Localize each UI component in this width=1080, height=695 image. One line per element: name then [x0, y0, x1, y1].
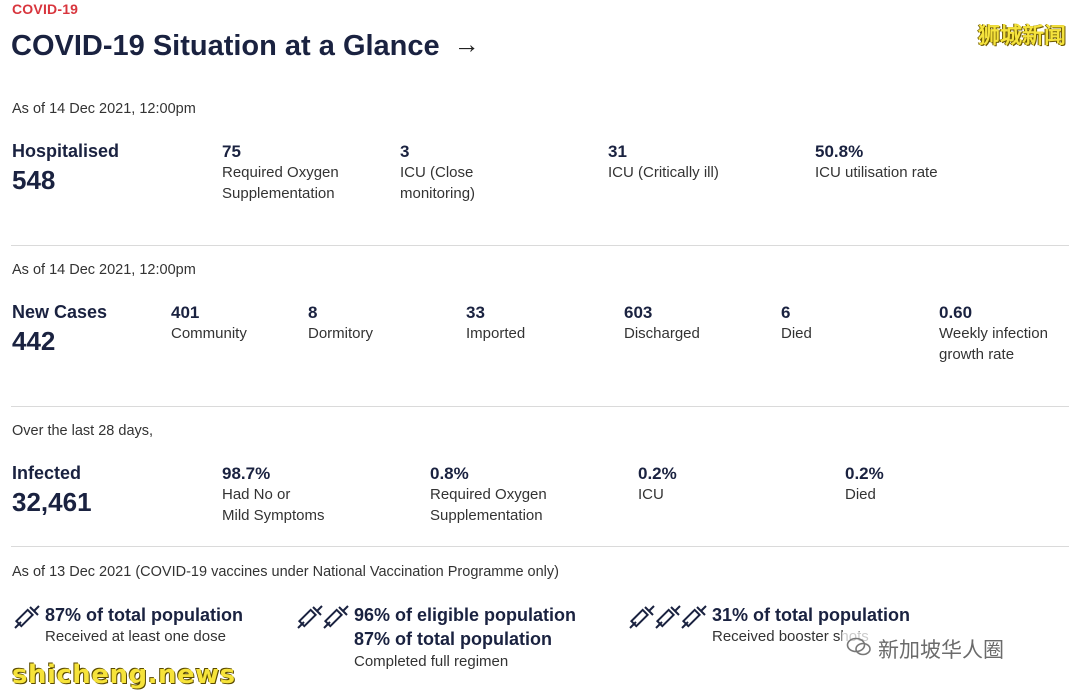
stat-label: ICU (Close monitoring) — [400, 164, 476, 202]
stat-died: 0.2% Died — [845, 464, 884, 505]
infected-total: 32,461 — [12, 487, 92, 517]
stat-label: Discharged — [624, 325, 700, 342]
stat-label: Dormitory — [308, 325, 374, 342]
new-cases-label: New Cases — [12, 302, 108, 322]
stat-icu-utilisation: 50.8% ICU utilisation rate — [815, 142, 938, 183]
vax-item-booster — [627, 603, 709, 636]
stat-label: Required Oxygen Supplementation — [222, 164, 339, 202]
watermark-bottom-right: 新加坡华人圈 — [842, 632, 1010, 666]
arrow-right-icon[interactable]: → — [453, 29, 480, 59]
stat-mild-symptoms: 98.7% Had No or Mild Symptoms — [222, 464, 325, 526]
stat-value: 0.60 — [939, 303, 973, 322]
syringe-icon — [295, 605, 351, 635]
stat-label: Died — [781, 325, 812, 342]
stat-dormitory: 8 Dormitory — [308, 303, 373, 344]
stat-label: Required Oxygen Supplementation — [430, 486, 547, 524]
vax-item-one-dose — [12, 603, 42, 637]
vax-booster-headline: 31% of total population — [712, 605, 910, 625]
section-divider — [11, 546, 1069, 547]
stat-value: 0.2% — [638, 464, 677, 483]
stat-value: 401 — [171, 303, 200, 322]
stat-value: 3 — [400, 142, 410, 161]
stat-label: ICU (Critically ill) — [608, 164, 719, 181]
stat-value: 603 — [624, 303, 653, 322]
stat-weekly-growth-rate: 0.60 Weekly infection growth rate — [939, 303, 1048, 365]
vaccination-as-of: As of 13 Dec 2021 (COVID-19 vaccines und… — [12, 564, 559, 580]
stat-label: Had No or Mild Symptoms — [222, 486, 325, 524]
vax-one-dose-sub: Received at least one dose — [45, 628, 226, 645]
vax-booster-sub: Received booster shots — [712, 628, 869, 645]
stat-imported: 33 Imported — [466, 303, 525, 344]
stat-died: 6 Died — [781, 303, 812, 344]
stat-value: 75 — [222, 142, 241, 161]
new-cases-total: 442 — [12, 326, 56, 356]
stat-value: 50.8% — [815, 142, 864, 161]
stat-value: 33 — [466, 303, 485, 322]
section-divider — [11, 406, 1069, 407]
stat-value: 0.8% — [430, 464, 469, 483]
vax-one-dose-headline: 87% of total population — [45, 605, 243, 625]
stat-discharged: 603 Discharged — [624, 303, 700, 344]
stat-required-oxygen: 0.8% Required Oxygen Supplementation — [430, 464, 547, 526]
stat-icu-close-monitoring: 3 ICU (Close monitoring) — [400, 142, 475, 204]
stat-label: Community — [171, 325, 247, 342]
stat-value: 0.2% — [845, 464, 884, 483]
section-kicker: COVID-19 — [12, 1, 79, 17]
watermark-bottom-left: shicheng.news — [12, 660, 236, 690]
stat-icu-critically-ill: 31 ICU (Critically ill) — [608, 142, 719, 183]
stat-required-oxygen: 75 Required Oxygen Supplementation — [222, 142, 339, 204]
hospitalised-total: 548 — [12, 165, 56, 195]
syringe-icon — [12, 605, 42, 636]
hospitalised-as-of: As of 14 Dec 2021, 12:00pm — [12, 101, 196, 117]
syringe-icon — [627, 605, 709, 635]
stat-value: 98.7% — [222, 464, 271, 483]
stat-community: 401 Community — [171, 303, 247, 344]
hospitalised-label: Hospitalised — [12, 141, 120, 161]
watermark-text: 新加坡华人圈 — [878, 639, 1004, 662]
new-cases-as-of: As of 14 Dec 2021, 12:00pm — [12, 262, 196, 278]
stat-label: ICU utilisation rate — [815, 164, 938, 181]
stat-icu: 0.2% ICU — [638, 464, 677, 505]
stat-value: 8 — [308, 303, 318, 322]
vax-eligible-headline: 96% of eligible population — [354, 605, 577, 625]
stat-label: Imported — [466, 325, 526, 342]
vax-full-regimen-sub: Completed full regimen — [354, 653, 509, 670]
infected-label: Infected — [12, 463, 82, 483]
infected-as-of: Over the last 28 days, — [12, 423, 154, 439]
page-title-text: COVID-19 Situation at a Glance — [11, 30, 440, 62]
stat-label: Weekly infection growth rate — [939, 325, 1048, 363]
watermark-top-right: 狮城新闻 — [977, 24, 1066, 49]
section-divider — [11, 245, 1069, 246]
stat-value: 31 — [608, 142, 627, 161]
vax-total-headline: 87% of total population — [354, 629, 552, 649]
stat-label: Died — [845, 486, 876, 503]
page-title[interactable]: COVID-19 Situation at a Glance → — [11, 29, 480, 63]
stat-value: 6 — [781, 303, 791, 322]
stat-label: ICU — [638, 486, 664, 503]
vax-item-full-regimen — [295, 603, 351, 636]
chat-bubble-icon — [846, 637, 872, 663]
